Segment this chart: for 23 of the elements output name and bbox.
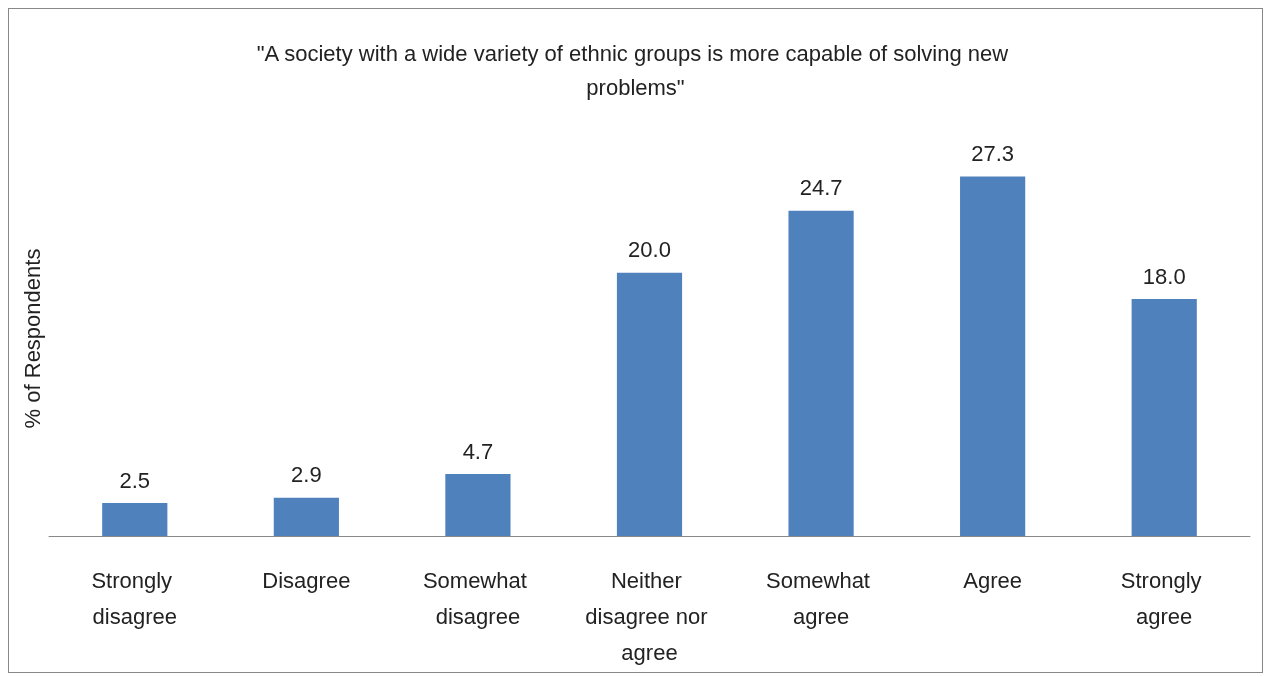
x-tick-label: Agree bbox=[963, 567, 1022, 593]
y-axis-title: % of Respondents bbox=[19, 248, 45, 429]
bar bbox=[1131, 299, 1197, 536]
bar bbox=[273, 497, 339, 536]
chart-title: "A society with a wide variety of ethnic groups is more capable of solving new problems" bbox=[256, 40, 1015, 100]
x-tick-label: Somewhat agree bbox=[766, 567, 877, 629]
data-label: 24.7 bbox=[799, 175, 843, 201]
x-tick-label: Strongly agree bbox=[1120, 567, 1208, 629]
data-label: 27.3 bbox=[971, 141, 1015, 167]
data-label: 2.5 bbox=[119, 467, 151, 493]
bar bbox=[445, 474, 511, 536]
x-tick-label: Neither disagree nor agree bbox=[585, 567, 714, 665]
data-label: 18.0 bbox=[1142, 263, 1186, 289]
bar bbox=[788, 210, 854, 536]
data-label: 2.9 bbox=[291, 462, 322, 488]
data-label: 20.0 bbox=[628, 237, 671, 263]
bar bbox=[960, 176, 1026, 536]
x-tick-label: Somewhat disagree bbox=[422, 567, 533, 629]
data-label: 4.7 bbox=[462, 438, 494, 464]
bar bbox=[616, 272, 683, 536]
bar bbox=[102, 503, 168, 536]
x-tick-label: Strongly disagree bbox=[91, 567, 179, 629]
x-tick-label: Disagree bbox=[262, 567, 351, 593]
